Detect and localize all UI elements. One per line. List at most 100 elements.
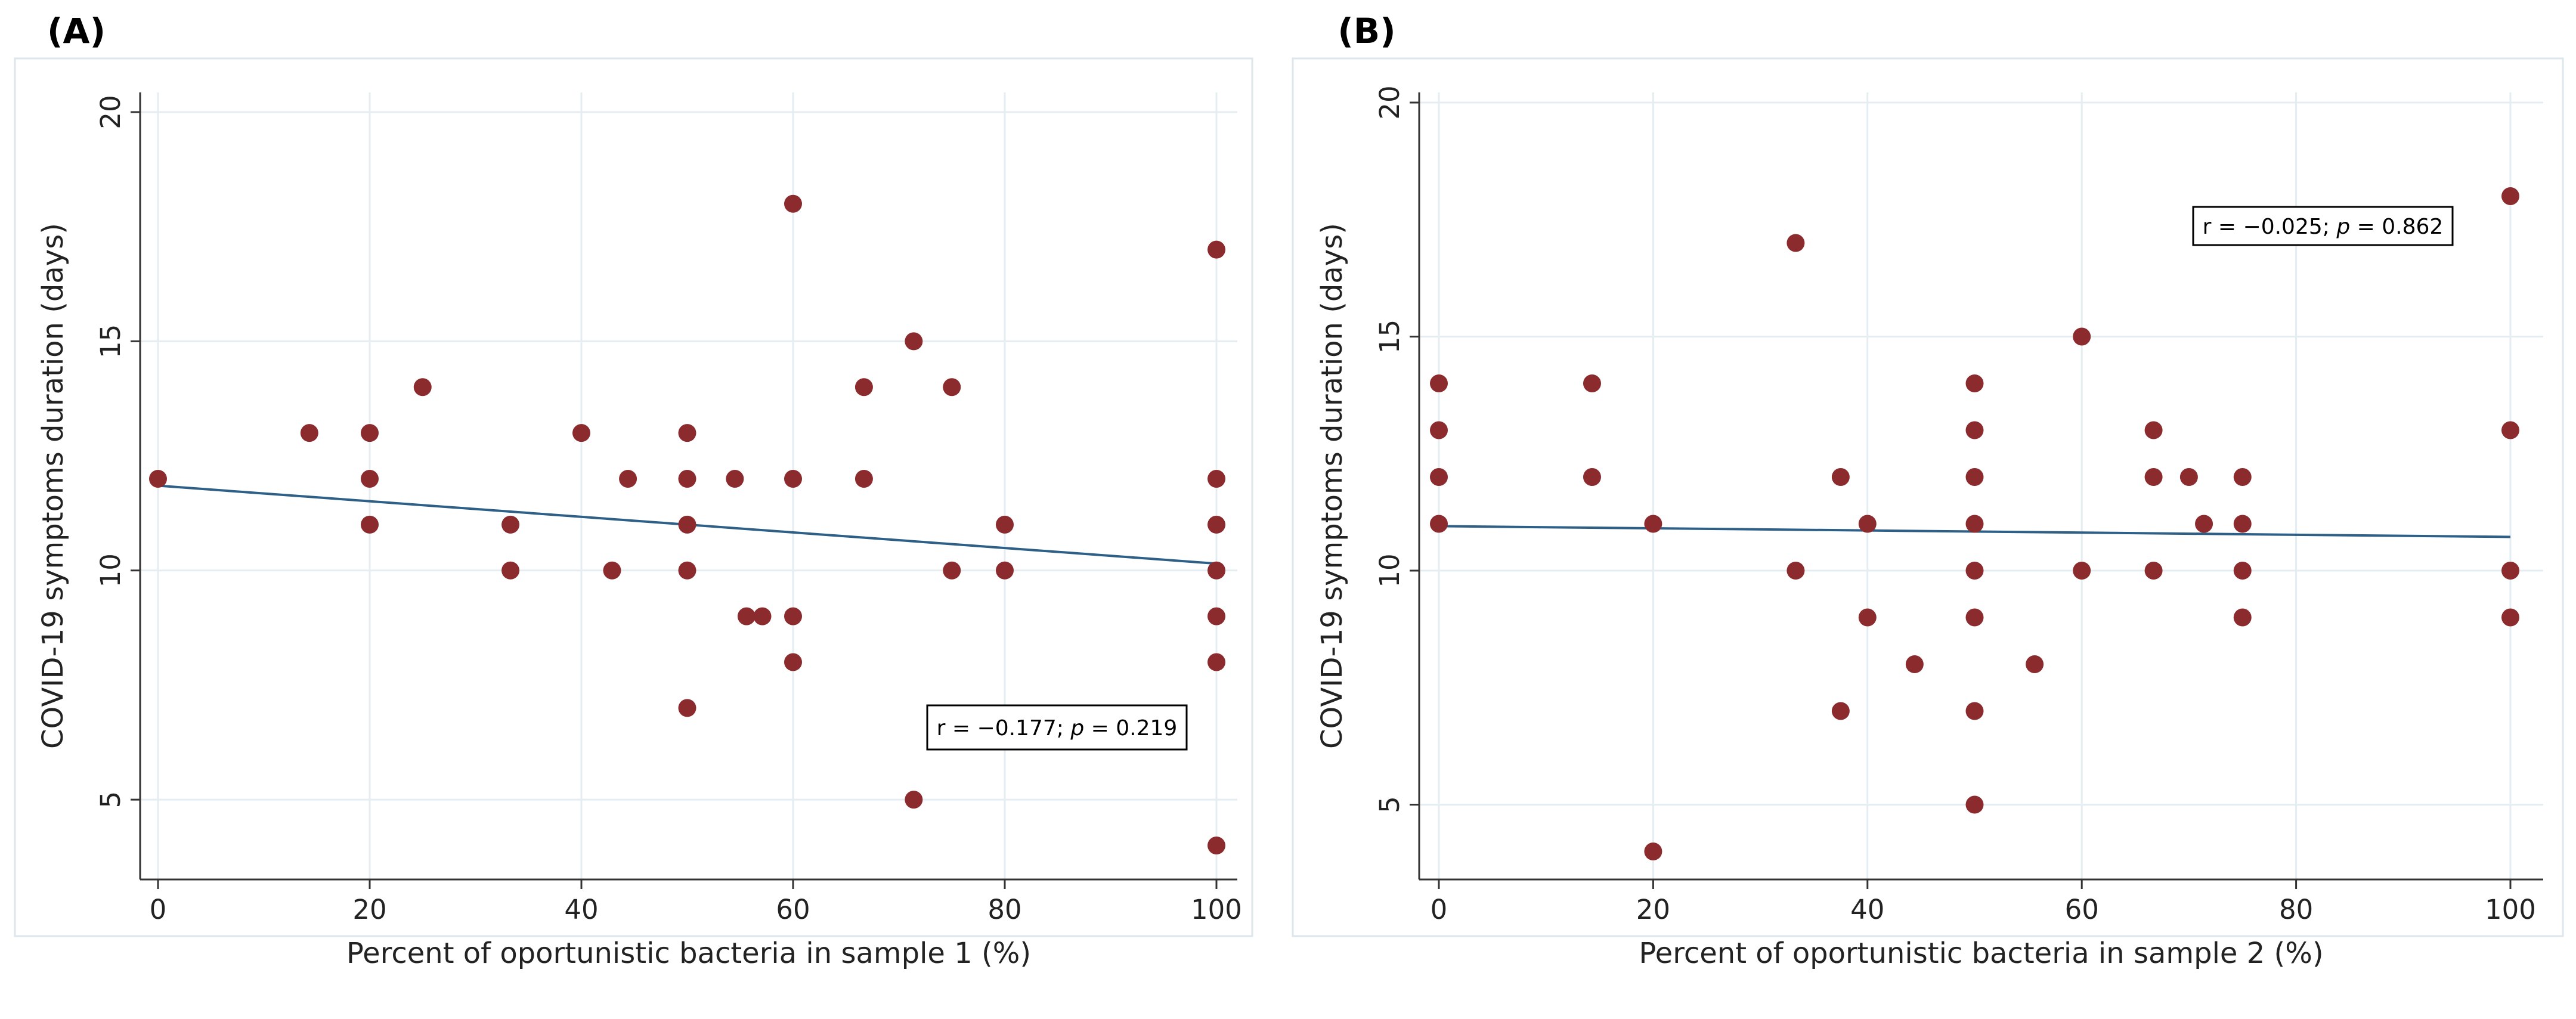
annotation-box bbox=[2192, 206, 2454, 246]
data-point bbox=[784, 653, 802, 671]
correlation-annotation: r = −0.025; p = 0.862 bbox=[2203, 215, 2444, 239]
figure-frame bbox=[14, 57, 1253, 937]
data-point bbox=[905, 332, 923, 351]
data-point bbox=[2233, 608, 2252, 627]
x-tick-label: 60 bbox=[2065, 894, 2099, 925]
data-point bbox=[737, 607, 756, 625]
data-point bbox=[1208, 837, 1225, 854]
data-point bbox=[2144, 468, 2163, 486]
figure-frame bbox=[1292, 57, 2564, 937]
data-point bbox=[1644, 515, 1662, 533]
data-point bbox=[2073, 562, 2091, 580]
x-tick-label: 60 bbox=[776, 894, 810, 925]
data-point bbox=[2179, 468, 2198, 486]
x-axis-title: Percent of oportunistic bacteria in samp… bbox=[1639, 937, 2323, 970]
data-point bbox=[943, 378, 961, 397]
correlation-annotation: r = −0.177; p = 0.219 bbox=[937, 716, 1178, 741]
data-point bbox=[1905, 655, 1924, 673]
data-point bbox=[753, 607, 772, 625]
data-point bbox=[1208, 240, 1225, 259]
data-point bbox=[1644, 843, 1662, 860]
data-point bbox=[943, 561, 961, 580]
data-point bbox=[2144, 421, 2163, 439]
data-point bbox=[1430, 421, 1448, 439]
data-point bbox=[1965, 374, 1984, 392]
data-point bbox=[1787, 234, 1805, 252]
data-point bbox=[996, 515, 1014, 534]
data-point bbox=[1787, 562, 1805, 580]
data-point bbox=[1965, 468, 1984, 486]
data-point bbox=[1858, 608, 1877, 627]
y-tick-label: 20 bbox=[1374, 85, 1405, 119]
data-point bbox=[1965, 795, 1984, 814]
data-point bbox=[1208, 515, 1225, 534]
data-point bbox=[572, 424, 590, 442]
data-point bbox=[1831, 468, 1850, 486]
data-point bbox=[2233, 562, 2252, 580]
data-point bbox=[1208, 561, 1225, 580]
panel-label: (A) bbox=[47, 11, 106, 51]
x-tick-label: 20 bbox=[352, 894, 386, 925]
data-point bbox=[996, 561, 1014, 580]
y-tick-label: 15 bbox=[1374, 320, 1405, 354]
data-point bbox=[1858, 515, 1877, 533]
y-tick-label: 20 bbox=[95, 95, 126, 129]
data-point bbox=[1583, 468, 1601, 486]
data-point bbox=[678, 424, 696, 442]
data-point bbox=[1430, 515, 1448, 533]
data-point bbox=[1208, 470, 1225, 488]
data-point bbox=[149, 470, 167, 488]
data-point bbox=[1208, 653, 1225, 671]
data-point bbox=[2195, 515, 2213, 533]
y-tick-label: 5 bbox=[95, 791, 126, 809]
data-point bbox=[854, 470, 873, 488]
data-point bbox=[413, 378, 432, 397]
data-point bbox=[2026, 655, 2044, 673]
data-point bbox=[905, 791, 923, 809]
y-axis-title: COVID-19 symptoms duration (days) bbox=[36, 223, 70, 749]
data-point bbox=[501, 561, 520, 580]
data-point bbox=[1831, 702, 1850, 720]
data-point bbox=[1965, 421, 1984, 439]
data-point bbox=[361, 515, 379, 534]
data-point bbox=[1965, 562, 1984, 580]
data-point bbox=[300, 424, 318, 442]
x-tick-label: 100 bbox=[2485, 894, 2536, 925]
data-point bbox=[603, 561, 621, 580]
data-point bbox=[361, 424, 379, 442]
chart-panel-a: (A) 0 20 40 60 80 100 5 10 15 20 Percent of oportun… bbox=[14, 11, 1253, 970]
y-tick-label: 5 bbox=[1374, 796, 1405, 813]
data-point bbox=[678, 470, 696, 488]
x-tick-label: 0 bbox=[1431, 894, 1448, 925]
x-tick-label: 80 bbox=[2279, 894, 2313, 925]
data-point bbox=[784, 470, 802, 488]
data-point bbox=[2501, 608, 2519, 627]
y-tick-label: 10 bbox=[95, 553, 126, 587]
data-point bbox=[2144, 562, 2163, 580]
data-point bbox=[784, 194, 802, 213]
y-tick-label: 10 bbox=[1374, 553, 1405, 587]
data-point bbox=[854, 378, 873, 397]
data-point bbox=[784, 607, 802, 625]
x-tick-label: 0 bbox=[150, 894, 167, 925]
x-axis-title: Percent of oportunistic bacteria in samp… bbox=[346, 937, 1031, 970]
data-point bbox=[678, 699, 696, 717]
data-point bbox=[2501, 421, 2519, 439]
data-point bbox=[361, 470, 379, 488]
data-point bbox=[678, 515, 696, 534]
data-point bbox=[1965, 515, 1984, 533]
data-point bbox=[2233, 468, 2252, 486]
data-point bbox=[2501, 562, 2519, 580]
data-point bbox=[1965, 702, 1984, 720]
data-point bbox=[2501, 187, 2519, 205]
data-point bbox=[2233, 515, 2252, 533]
annotation-box bbox=[926, 704, 1188, 751]
data-point bbox=[619, 470, 637, 488]
data-point bbox=[1965, 608, 1984, 627]
x-tick-label: 100 bbox=[1191, 894, 1242, 925]
chart-panel-b: (B) 0 20 40 60 80 100 5 10 15 20 Percent of oportun… bbox=[1292, 11, 2564, 970]
x-tick-label: 40 bbox=[564, 894, 598, 925]
data-point bbox=[2073, 327, 2091, 346]
x-tick-label: 40 bbox=[1850, 894, 1884, 925]
data-point bbox=[1430, 468, 1448, 486]
